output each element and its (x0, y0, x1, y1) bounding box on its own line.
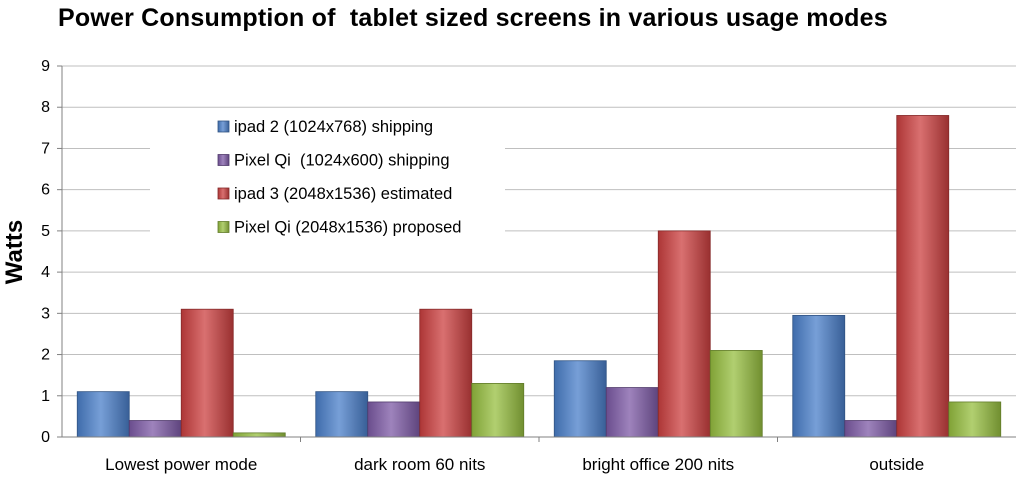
bar (128, 420, 182, 438)
legend-label: ipad 3 (2048x1536) estimated (234, 185, 452, 203)
x-tick-label: Lowest power mode (105, 455, 257, 474)
x-tick-label: bright office 200 nits (582, 455, 734, 474)
bar (553, 360, 607, 438)
y-tick-label: 8 (41, 99, 50, 116)
bar (315, 391, 369, 438)
bar (471, 383, 525, 438)
legend: ipad 2 (1024x768) shipping Pixel Qi (1024… (150, 110, 505, 248)
x-tick-label: outside (869, 455, 924, 474)
y-axis-label: Watts (1, 220, 28, 284)
legend-label: ipad 2 (1024x768) shipping (234, 118, 433, 136)
y-tick-label: 0 (41, 429, 50, 446)
bars (76, 115, 1002, 438)
bar (367, 401, 421, 438)
y-tick-label: 9 (41, 58, 50, 75)
x-tick-label: dark room 60 nits (354, 455, 485, 474)
y-tick-label: 7 (41, 140, 50, 157)
bar (180, 308, 234, 438)
y-tick-label: 4 (41, 264, 50, 281)
chart-title: Power Consumption of tablet sized screen… (58, 4, 888, 32)
y-tick-label: 6 (41, 182, 50, 199)
legend-background (150, 110, 505, 248)
legend-swatch (217, 120, 230, 133)
legend-swatch (217, 221, 230, 233)
legend-swatch (217, 154, 230, 166)
bar (419, 308, 473, 438)
bar (948, 401, 1002, 438)
y-tick-label: 2 (41, 347, 50, 364)
legend-label: Pixel Qi (2048x1536) proposed (234, 219, 461, 237)
axes: 0 1 2 3 4 5 6 7 8 9 Lowest power mode dark room 60 … (41, 58, 1016, 474)
y-tick-label: 5 (41, 223, 50, 240)
bar (896, 115, 950, 438)
y-tick-label: 1 (41, 388, 50, 405)
bar (76, 391, 130, 438)
bar (844, 420, 898, 438)
bar (657, 230, 711, 438)
y-tick-label: 3 (41, 305, 50, 322)
bar (792, 314, 846, 438)
bar (709, 350, 763, 438)
bar (605, 387, 659, 438)
bar (232, 432, 286, 438)
legend-swatch (217, 187, 230, 200)
legend-label: Pixel Qi (1024x600) shipping (234, 152, 450, 170)
